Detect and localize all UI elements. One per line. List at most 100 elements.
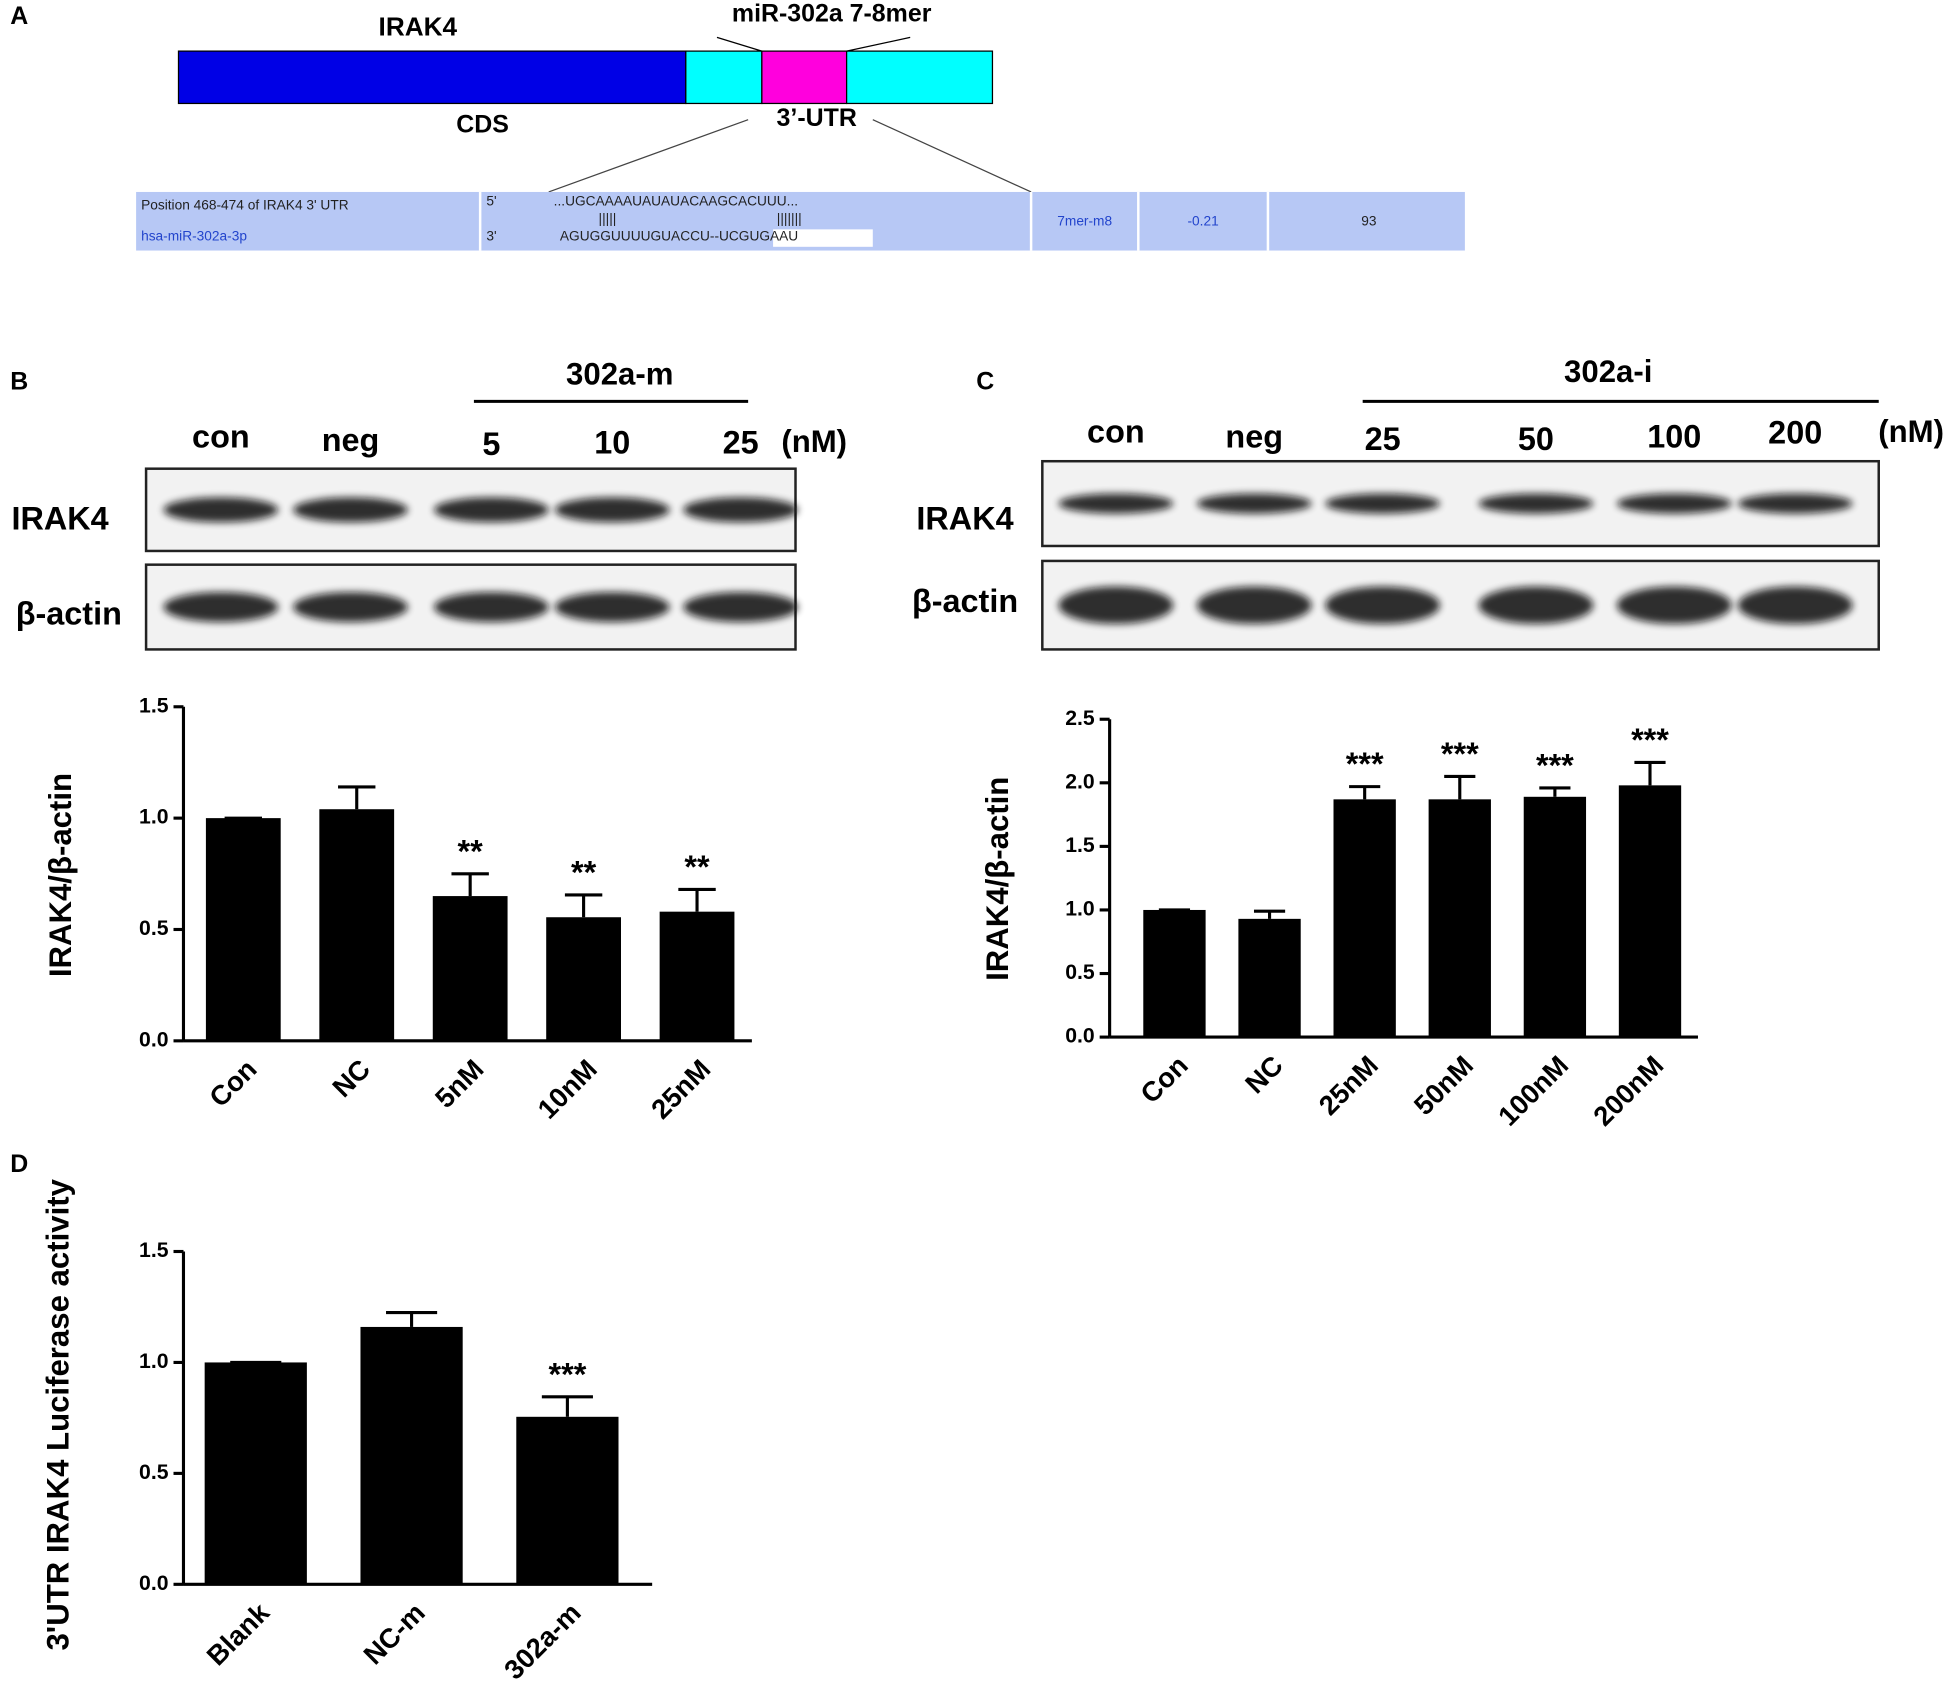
bar [1523,796,1587,1038]
table-cell: ||||||| [777,211,802,226]
x-tick-label: 200nM [1587,1049,1669,1131]
y-axis-label: IRAK4/β-actin [980,777,1015,981]
table-cell: hsa-miR-302a-3p [141,228,247,243]
y-tick-label: 0.5 [1065,961,1095,984]
row-label: β-actin [16,595,122,631]
blot-band [1478,586,1594,624]
lane-label: 50 [1518,421,1554,457]
x-tick-label: 25nM [1313,1049,1384,1120]
blot-band [293,592,408,623]
blot-band [1058,493,1174,514]
site-label: miR-302a 7-8mer [732,0,932,28]
table-cell: ...UGCAAAAUAUAUACAAGCACUUU... [554,194,798,209]
y-tick-label: 0.5 [139,1461,169,1484]
lane-label: 10 [594,425,630,461]
y-tick-label: 0.0 [1065,1025,1094,1048]
blot-band [1325,586,1440,624]
cds-label: CDS [456,110,509,138]
y-tick-label: 0.0 [139,1028,168,1051]
significance: *** [1441,736,1479,772]
y-axis-label: 3'UTR IRAK4 Luciferase activity [40,1178,75,1650]
bar [204,1362,307,1585]
seed-highlight [773,229,873,247]
lane-label: 200 [1768,415,1822,451]
y-axis-label: IRAK4/β-actin [43,773,78,977]
utr-box [685,50,763,105]
blot-band [434,497,549,523]
x-tick-label: 50nM [1408,1049,1479,1120]
blot-band [1737,493,1853,514]
y-tick-label: 2.5 [1065,707,1095,730]
x-tick-label: Con [203,1053,263,1113]
panel-label: C [976,367,994,395]
panel-label: A [10,2,28,30]
bar [516,1416,619,1585]
pointer [846,36,911,52]
bar [1428,799,1491,1038]
pointer [872,119,1032,193]
y-tick-label: 1.0 [1065,898,1094,921]
table-cell: 5' [486,194,496,209]
blot-band [554,497,670,523]
row-label: IRAK4 [916,501,1013,537]
y-tick-label: 1.5 [1065,834,1095,857]
significance: *** [548,1356,586,1392]
blot-band [1058,586,1174,624]
x-tick-label: 302a-m [498,1597,587,1686]
x-tick-label: NC [326,1053,376,1103]
table-cell: ||||| [599,211,617,226]
table-cell: Position 468-474 of IRAK4 3' UTR [141,197,349,212]
y-tick-label: 1.5 [139,1239,169,1262]
bar [205,818,281,1041]
treatment-label: 302a-m [566,357,673,392]
bar [319,809,395,1041]
x-tick-label: 10nM [531,1053,602,1124]
lane-label: con [1087,413,1145,449]
y-tick-label: 0.0 [139,1572,168,1595]
lane-label: 100 [1647,418,1701,454]
pointer [716,36,763,52]
lane-label: 5 [482,426,500,462]
table-cell: 93 [1361,214,1377,229]
x-tick-label: NC [1239,1049,1289,1099]
bar [1333,799,1396,1038]
significance: ** [458,833,484,869]
unit-label: (nM) [1878,414,1944,449]
treatment-label: 302a-i [1564,354,1652,389]
blot-band [163,592,279,623]
bar [1143,909,1206,1038]
pointer [548,119,749,193]
x-tick-label: 100nM [1492,1049,1574,1131]
y-tick-label: 1.0 [139,1350,168,1373]
lane-label: 25 [723,425,759,461]
table-cell: 7mer-m8 [1057,214,1112,229]
blot-band [1737,586,1853,624]
x-tick-label: Blank [200,1596,275,1671]
blot-band [1616,586,1732,624]
site-box [761,50,848,105]
panel-label: D [10,1150,28,1178]
table-dividers [478,191,1270,251]
significance: *** [1536,748,1574,784]
row-label: IRAK4 [11,501,108,537]
x-tick-label: Con [1134,1049,1194,1109]
table-cell: AGUGGUUUUGUACCU--UCGUGAAU [560,228,798,243]
bar [360,1326,463,1585]
blot-band [163,497,279,523]
bar [659,911,735,1041]
y-tick-label: 2.0 [1065,770,1094,793]
lane-label: con [192,418,250,454]
blot-band [1478,493,1594,514]
lane-label: 25 [1365,421,1401,457]
blot-band [1616,493,1732,514]
significance: ** [684,849,710,885]
blot-band [1196,493,1312,514]
significance: ** [571,855,597,891]
significance: *** [1346,746,1384,782]
unit-label: (nM) [781,424,847,459]
lane-label: neg [1225,418,1283,454]
bar [432,896,508,1041]
gene-label: IRAK4 [379,12,458,42]
